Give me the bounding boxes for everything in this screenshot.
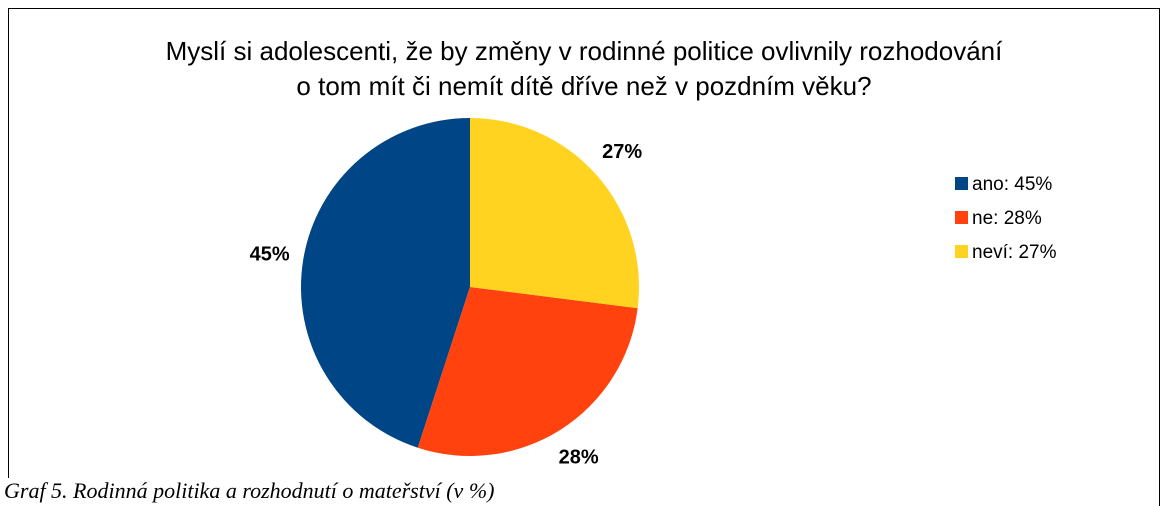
value-label: 27% bbox=[602, 141, 642, 163]
chart-title: Myslí si adolescenti, že by změny v rodi… bbox=[166, 36, 1003, 66]
legend-swatch bbox=[955, 177, 968, 190]
value-label: 45% bbox=[250, 244, 290, 266]
legend-label: neví: 27% bbox=[972, 242, 1057, 263]
chart-title: o tom mít či nemít dítě dříve než v pozd… bbox=[296, 71, 871, 101]
pie-slice bbox=[301, 118, 470, 448]
legend-label: ne: 28% bbox=[972, 208, 1042, 229]
chart-border bbox=[8, 8, 1160, 506]
caption-background bbox=[0, 478, 760, 506]
caption: Graf 5. Rodinná politika a rozhodnutí o … bbox=[4, 478, 494, 503]
legend-swatch bbox=[955, 211, 968, 224]
legend-swatch bbox=[955, 245, 968, 258]
legend-label: ano: 45% bbox=[972, 174, 1052, 195]
pie-slice bbox=[417, 287, 638, 456]
value-label: 28% bbox=[559, 447, 599, 469]
pie-slice bbox=[470, 117, 639, 309]
